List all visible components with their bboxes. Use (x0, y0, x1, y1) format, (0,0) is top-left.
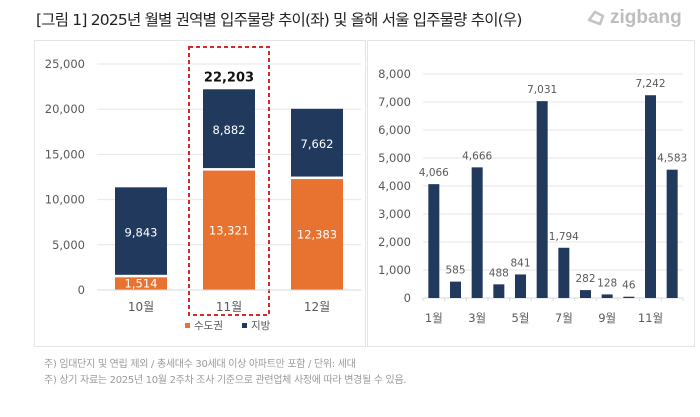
y-tick-label: 5,000 (378, 151, 411, 165)
x-tick-label: 9월 (598, 311, 616, 325)
data-label: 7,242 (635, 78, 665, 90)
bar (558, 247, 570, 298)
bar (601, 294, 613, 298)
brand-logo: zigbang (586, 7, 682, 29)
figure-title: [그림 1] 2025년 월별 권역별 입주물량 추이(좌) 및 올해 서울 입… (36, 11, 522, 29)
y-tick-label: 15,000 (45, 147, 85, 161)
data-label: 46 (622, 280, 636, 292)
bar-segment-capital-area (115, 277, 167, 290)
x-tick-label: 11월 (216, 300, 242, 314)
data-label: 4,583 (657, 153, 687, 165)
x-tick-label: 12월 (304, 300, 330, 314)
bar (471, 167, 483, 298)
bar (666, 169, 678, 298)
y-tick-label: 0 (404, 291, 411, 305)
bar-segment-regional (291, 108, 343, 177)
data-label: 585 (445, 265, 465, 277)
bar-segment-capital-area (291, 179, 343, 290)
x-tick-label: 3월 (468, 311, 486, 325)
y-tick-label: 10,000 (45, 193, 85, 207)
data-label: 282 (575, 273, 595, 285)
data-label: 488 (489, 267, 509, 279)
y-tick-label: 5,000 (52, 238, 85, 252)
legend-label: 지방 (251, 320, 271, 332)
bar-segment-regional (115, 187, 167, 275)
data-label: 8,882 (213, 123, 246, 137)
brand-name: zigbang (610, 7, 682, 28)
y-tick-label: 4,000 (378, 179, 411, 193)
seoul-bar-chart: 0 1,000 2,000 3,000 4,000 5,000 6,000 7,000 8,00… (378, 67, 687, 325)
legend-label: 수도권 (194, 320, 223, 332)
y-tick-label: 1,000 (378, 263, 411, 277)
bar-segment-capital-area (203, 170, 255, 290)
stacked-bar-chart: 0 5,000 10,000 15,000 20,000 25,000 1,514 9,843… (45, 46, 361, 332)
bar (645, 95, 656, 298)
y-tick-label: 6,000 (378, 123, 411, 137)
data-label: 4,066 (419, 167, 449, 179)
y-tick-label: 7,000 (378, 95, 411, 109)
footnotes: 주) 임대단지 및 연립 제외 / 총세대수 30세대 이상 아파트만 포함 /… (44, 357, 407, 389)
y-tick-label: 25,000 (45, 57, 85, 71)
data-label: 1,514 (125, 277, 158, 291)
data-label: 7,031 (527, 84, 557, 96)
data-label: 841 (510, 257, 530, 269)
x-tick-label: 11월 (638, 311, 663, 325)
y-tick-label: 8,000 (378, 67, 411, 81)
data-label: 13,321 (209, 223, 249, 237)
bar (515, 274, 526, 298)
left-chart-panel: 0 5,000 10,000 15,000 20,000 25,000 1,514 9,843… (34, 40, 366, 347)
right-chart-panel: 0 1,000 2,000 3,000 4,000 5,000 6,000 7,000 8,00… (367, 40, 695, 347)
data-label: 12,383 (297, 228, 337, 242)
bar (580, 290, 591, 298)
data-label: 7,662 (301, 137, 334, 151)
y-tick-label: 20,000 (45, 102, 85, 116)
bar (493, 284, 505, 298)
data-label: 9,843 (125, 225, 158, 239)
x-tick-label: 1월 (425, 311, 443, 325)
legend-swatch-regional (242, 323, 247, 328)
data-label: 1,794 (549, 231, 579, 243)
y-tick-label: 3,000 (378, 207, 411, 221)
bar (428, 184, 440, 298)
data-label: 4,666 (462, 150, 492, 162)
highlight-box (188, 46, 270, 316)
data-label: 128 (597, 277, 617, 289)
bar (450, 281, 461, 298)
y-tick-label: 2,000 (378, 235, 411, 249)
bar-segment-regional (203, 89, 255, 169)
x-tick-label: 5월 (512, 311, 530, 325)
bar (536, 101, 548, 298)
y-tick-label: 0 (78, 283, 85, 297)
legend-swatch-capital-area (185, 323, 190, 328)
total-label: 22,203 (204, 70, 254, 85)
footnote: 주) 임대단지 및 연립 제외 / 총세대수 30세대 이상 아파트만 포함 /… (44, 359, 356, 370)
footnote: 주) 상기 자료는 2025년 10월 2주차 조사 기준으로 관련업체 사정에… (44, 375, 407, 386)
bar (623, 296, 635, 298)
x-tick-label: 7월 (555, 311, 573, 325)
zigbang-logo-icon (587, 10, 605, 26)
x-tick-label: 10월 (128, 300, 154, 314)
